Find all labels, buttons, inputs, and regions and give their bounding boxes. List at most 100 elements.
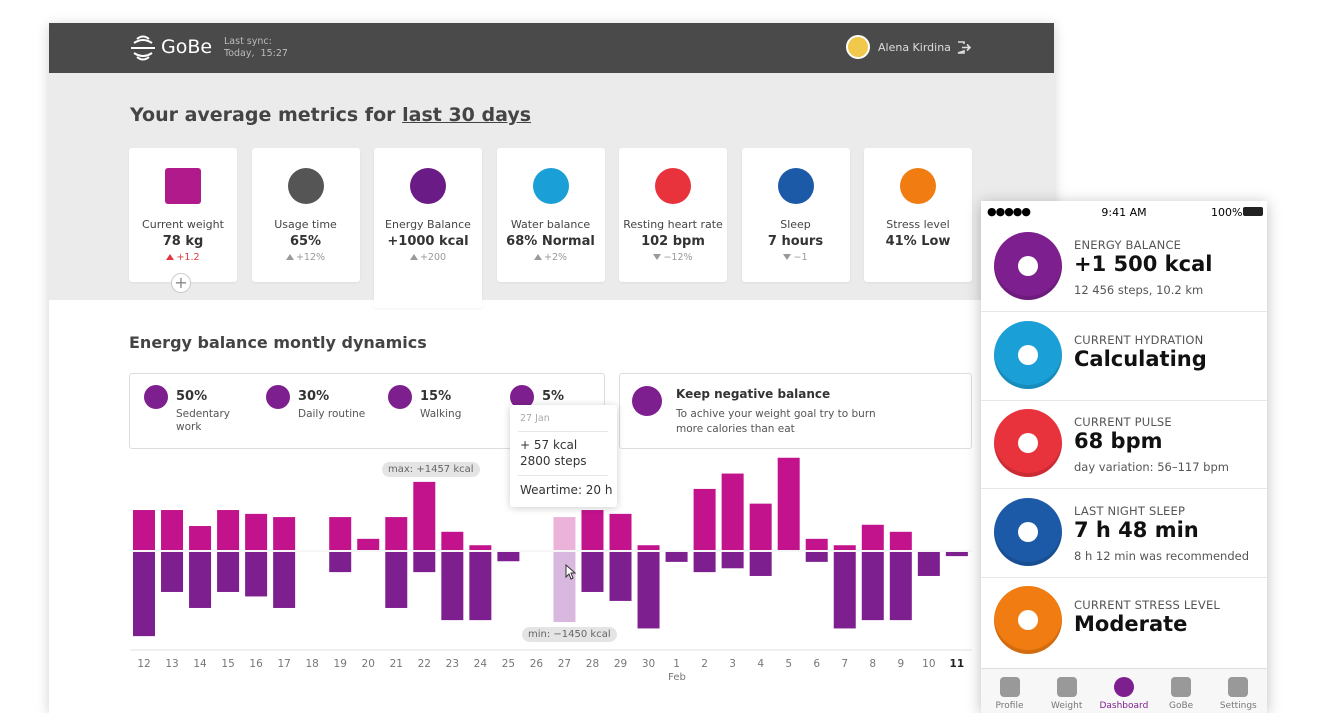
tab-label[interactable]: Profile <box>995 701 1024 711</box>
x-tick-label: 14 <box>193 658 207 670</box>
row-icon-glyph <box>1018 521 1038 542</box>
x-tick-label: 10 <box>922 658 935 670</box>
tab-label[interactable]: Dashboard <box>1099 701 1149 711</box>
x-tick-label: 30 <box>642 658 655 670</box>
x-tick-label: 4 <box>757 658 764 670</box>
metric-card[interactable]: Resting heart rate 102 bpm −12% <box>619 148 727 282</box>
metric-value: 102 bpm <box>641 234 705 249</box>
month-label: Feb <box>668 672 686 683</box>
cursor <box>565 563 577 580</box>
bar <box>245 513 268 550</box>
metric-card[interactable]: Energy Balance +1000 kcal +200 <box>374 148 482 308</box>
activity-label: Sedentary work <box>176 408 230 433</box>
metric-icon <box>165 168 201 204</box>
tab-icon[interactable] <box>1228 677 1249 697</box>
tab-icon[interactable] <box>1171 677 1192 697</box>
metric-card[interactable]: Usage time 65% +12% <box>251 148 360 282</box>
bar <box>721 473 744 550</box>
tab-icon[interactable] <box>1056 677 1077 697</box>
phone-row[interactable]: CURRENT STRESS LEVEL Moderate <box>981 576 1267 666</box>
min-label: min: −1450 kcal <box>522 627 617 642</box>
metric-value: 41% Low <box>885 234 951 249</box>
activity-percent: 30% <box>298 389 330 404</box>
row-detail: 8 h 12 min was recommended <box>1074 548 1249 563</box>
x-tick-label: 28 <box>586 658 599 670</box>
row-icon-glyph <box>1018 344 1038 365</box>
row-icon-glyph <box>1018 433 1038 453</box>
tab-label[interactable]: Weight <box>1051 701 1083 711</box>
period-link[interactable]: last 30 days <box>402 104 532 126</box>
bar <box>189 552 212 608</box>
phone-row[interactable]: LAST NIGHT SLEEP 7 h 48 min 8 h 12 min was… <box>981 488 1267 578</box>
bar <box>413 481 436 550</box>
x-tick-label: 17 <box>277 658 290 670</box>
phone-row[interactable]: CURRENT PULSE 68 bpm day variation: 56–117… <box>981 399 1267 489</box>
row-value: 7 h 48 min <box>1074 517 1199 542</box>
activity-percent: 50% <box>176 389 208 404</box>
metric-label: Water balance <box>510 218 591 231</box>
metric-change: +1.2 <box>129 252 237 263</box>
phone-row[interactable]: CURRENT HYDRATION Calculating <box>981 311 1267 401</box>
metric-card[interactable]: Water balance 68% Normal +2% <box>496 148 605 282</box>
bar <box>889 552 912 621</box>
metric-change: +2% <box>497 252 605 263</box>
tab-icon[interactable] <box>1113 677 1134 697</box>
logo[interactable]: GoBe <box>161 36 213 58</box>
activity-icon <box>266 385 290 409</box>
x-tick-label: 16 <box>249 658 263 670</box>
metric-label: Resting heart rate <box>623 218 723 231</box>
change-value: +200 <box>419 252 447 263</box>
x-tick-label: 18 <box>305 658 318 670</box>
metric-label: Current weight <box>142 218 224 231</box>
activity-icon <box>388 385 412 409</box>
metric-value: 7 hours <box>767 234 824 249</box>
bar <box>889 531 912 550</box>
divider <box>518 475 608 476</box>
x-tick-label: 7 <box>841 658 848 670</box>
phone-row[interactable]: ENERGY BALANCE +1 500 kcal 12 456 steps, 1… <box>981 222 1267 312</box>
x-tick-label: 27 <box>558 658 571 670</box>
bar <box>805 538 828 550</box>
metric-card[interactable]: Sleep 7 hours −1 <box>741 148 850 282</box>
row-icon-glyph <box>1018 610 1038 630</box>
bar <box>161 552 184 592</box>
tip-title: Keep negative balance <box>676 387 831 401</box>
tab-icon[interactable] <box>999 677 1020 697</box>
tab-bar: Profile Weight Dashboard GoBe Settings <box>981 668 1267 713</box>
metric-icon <box>777 168 814 204</box>
metric-icon <box>900 168 936 204</box>
bar <box>273 552 296 608</box>
bar <box>665 552 688 562</box>
tip-text: To achive your weight goal try to burn m… <box>676 408 876 435</box>
bar <box>945 552 968 557</box>
metric-value: +1000 kcal <box>387 234 469 249</box>
bar <box>581 510 604 550</box>
x-tick-label: 19 <box>334 658 347 670</box>
tab-label[interactable]: Settings <box>1219 701 1257 711</box>
metric-card[interactable]: Current weight 78 kg +1.2 <box>129 148 237 282</box>
metric-change: −12% <box>619 252 727 263</box>
metric-icon <box>287 168 324 204</box>
row-label: ENERGY BALANCE <box>1074 238 1182 252</box>
metric-icon <box>532 168 569 204</box>
bar <box>133 552 155 637</box>
tab-label[interactable]: GoBe <box>1168 701 1194 711</box>
tooltip-date: 27 Jan <box>520 413 550 424</box>
avatar[interactable] <box>846 35 870 59</box>
add-button[interactable]: + <box>171 273 191 293</box>
activity-percent: 5% <box>542 389 565 404</box>
logout-icon[interactable] <box>957 41 971 54</box>
dynamics-title: Energy balance montly dynamics <box>129 333 427 352</box>
x-tick-label: 15 <box>221 658 234 670</box>
user-name[interactable]: Alena Kirdina <box>878 41 951 54</box>
tooltip-steps: 2800 steps <box>520 454 587 468</box>
row-detail: 12 456 steps, 10.2 km <box>1074 283 1204 297</box>
change-arrow <box>166 254 175 260</box>
bar <box>777 457 800 550</box>
metric-change: +12% <box>252 252 360 263</box>
x-tick-label: 29 <box>614 658 627 670</box>
bar <box>693 552 716 573</box>
metric-card[interactable]: Stress level 41% Low <box>864 148 972 282</box>
bar <box>749 552 772 576</box>
